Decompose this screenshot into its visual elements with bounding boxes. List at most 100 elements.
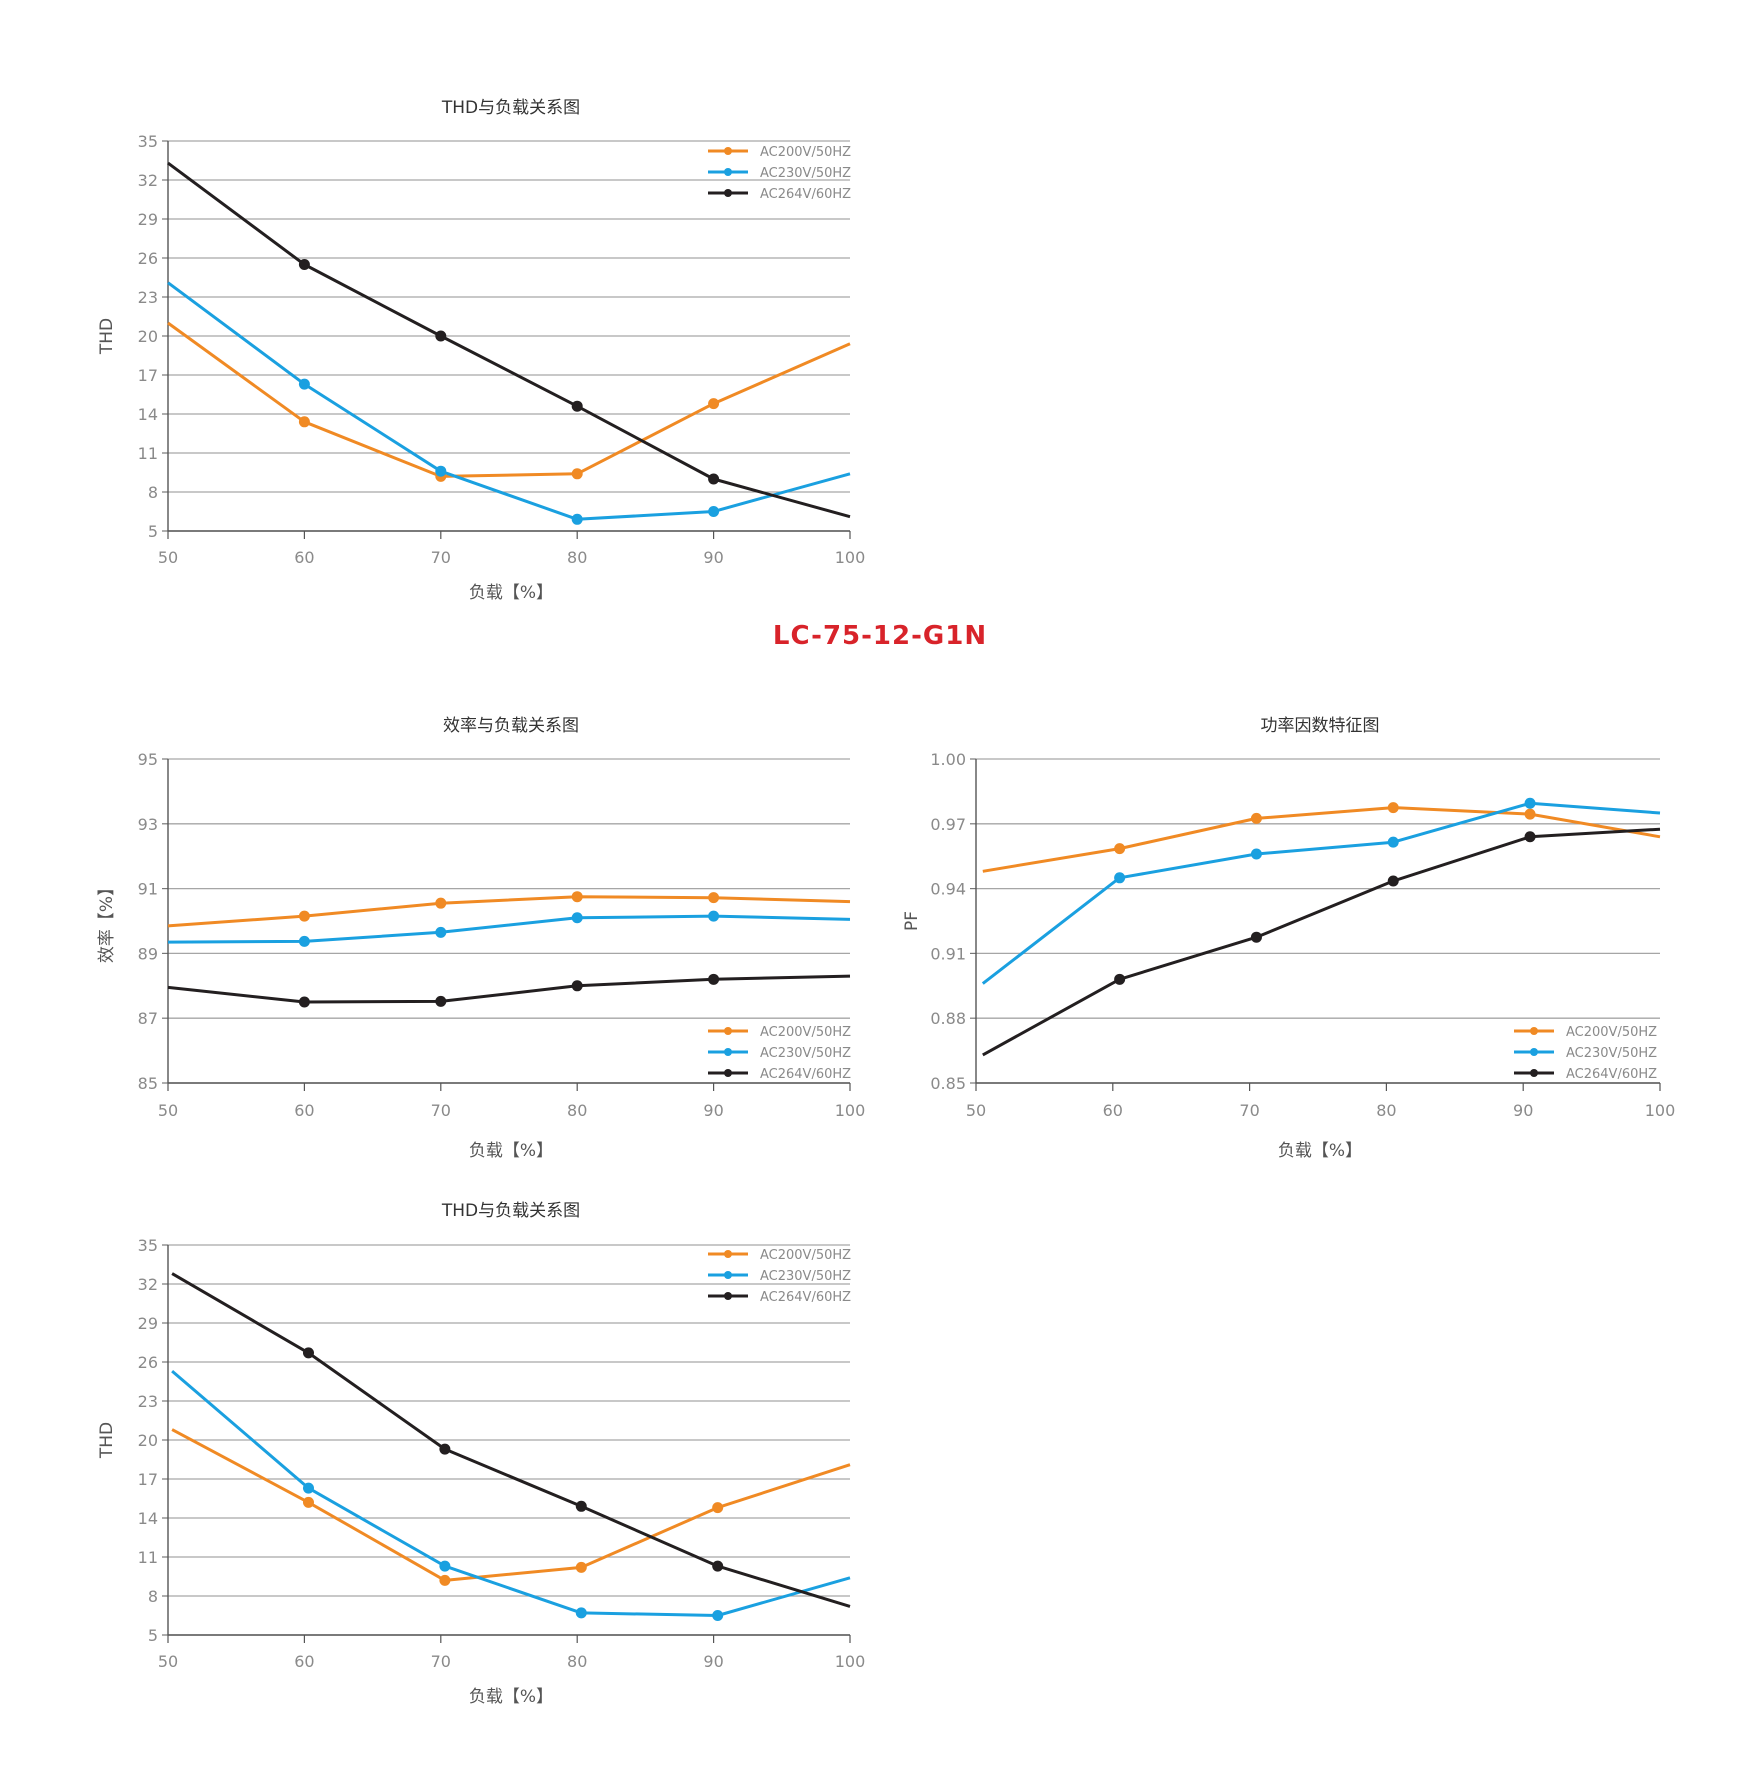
legend: AC200V/50HZ AC230V/50HZ AC264V/60HZ — [708, 145, 851, 202]
y-tick-label: 95 — [138, 750, 158, 769]
x-tick-label: 70 — [431, 1652, 451, 1671]
data-point — [1114, 843, 1126, 855]
data-point — [708, 910, 720, 922]
y-tick-label: 35 — [138, 132, 158, 151]
data-point — [302, 1347, 314, 1359]
y-axis-label: 效率【%】 — [97, 879, 117, 963]
x-tick-label: 100 — [835, 1101, 866, 1120]
data-point — [302, 1496, 314, 1508]
x-tick-label: 60 — [294, 1101, 314, 1120]
chart-title: 功率因数特征图 — [1261, 716, 1380, 736]
x-tick-label: 90 — [1513, 1101, 1533, 1120]
chart-power-factor: 功率因数特征图 0.85 0.88 0.91 0.94 0.97 1.00 50 60 70 80 9… — [902, 716, 1675, 1161]
series-line-AC264V/60HZ — [167, 974, 851, 1004]
data-point — [1250, 848, 1262, 860]
y-tick-label: 20 — [138, 1431, 158, 1450]
legend: AC200V/50HZ AC230V/50HZ AC264V/60HZ — [708, 1025, 851, 1082]
series-line-AC264V/60HZ — [982, 827, 1661, 1057]
x-tick-label: 50 — [158, 548, 178, 567]
legend-marker — [724, 1069, 732, 1077]
x-axis-label: 负载【%】 — [1278, 1141, 1362, 1161]
data-point — [435, 995, 447, 1007]
x-tick-label: 60 — [294, 1652, 314, 1671]
legend-entry: AC200V/50HZ — [760, 1025, 851, 1040]
series-line-AC230V/50HZ — [171, 1369, 851, 1617]
data-point — [708, 973, 720, 985]
x-tick-label: 90 — [703, 1652, 723, 1671]
y-tick-label: 26 — [138, 1353, 158, 1372]
x-tick-label: 80 — [567, 1652, 587, 1671]
x-tick-label: 50 — [966, 1101, 986, 1120]
legend-entry: AC230V/50HZ — [760, 1269, 851, 1284]
data-point — [1524, 797, 1536, 809]
chart-title: THD与负载关系图 — [441, 1201, 580, 1221]
y-tick-label: 85 — [138, 1074, 158, 1093]
legend-marker — [724, 147, 732, 155]
chart-efficiency: 效率与负载关系图 85 87 89 91 93 95 50 60 70 80 90 100 负载【%】 效率… — [97, 716, 865, 1161]
data-point — [435, 465, 447, 477]
y-tick-label: 26 — [138, 249, 158, 268]
y-tick-label: 14 — [138, 1509, 158, 1528]
data-point — [712, 1610, 724, 1621]
data-point — [571, 912, 583, 924]
data-point — [571, 400, 583, 412]
data-point — [1387, 802, 1399, 814]
legend: AC200V/50HZ AC230V/50HZ AC264V/60HZ — [708, 1248, 851, 1305]
chart-title: THD与负载关系图 — [441, 98, 580, 118]
data-point — [712, 1502, 724, 1514]
y-tick-label: 5 — [148, 522, 158, 541]
y-tick-label: 8 — [148, 1587, 158, 1606]
x-axis-label: 负载【%】 — [469, 583, 553, 603]
x-tick-label: 70 — [431, 548, 451, 567]
legend-entry: AC264V/60HZ — [760, 1067, 851, 1082]
legend-marker — [724, 1027, 732, 1035]
y-tick-label: 29 — [138, 1314, 158, 1333]
data-point — [439, 1574, 451, 1586]
y-tick-label: 89 — [138, 944, 158, 963]
data-point — [1114, 872, 1126, 884]
legend-marker — [724, 1048, 732, 1056]
data-point — [575, 1607, 587, 1619]
x-tick-label: 100 — [835, 1652, 866, 1671]
y-tick-label: 11 — [138, 1548, 158, 1567]
data-point — [1387, 836, 1399, 848]
data-point — [435, 926, 447, 938]
x-tick-label: 60 — [294, 548, 314, 567]
legend-entry: AC264V/60HZ — [760, 1290, 851, 1305]
data-point — [302, 1482, 314, 1494]
y-tick-label: 5 — [148, 1626, 158, 1645]
chart-thd-bottom: THD与负载关系图 5 8 11 14 17 20 23 26 29 32 35 50 60 70 80 90 1… — [97, 1201, 865, 1707]
y-tick-label: 32 — [138, 171, 158, 190]
data-point — [1250, 812, 1262, 824]
legend-entry: AC200V/50HZ — [760, 1248, 851, 1263]
series-line-AC230V/50HZ — [981, 801, 1661, 985]
legend-entry: AC264V/60HZ — [1566, 1067, 1657, 1082]
x-tick-label: 100 — [835, 548, 866, 567]
legend-marker — [1530, 1048, 1538, 1056]
y-tick-label: 93 — [138, 815, 158, 834]
y-tick-label: 1.00 — [930, 750, 966, 769]
series-line-AC200V/50HZ — [982, 806, 1661, 873]
series-line-AC264V/60HZ — [171, 1272, 851, 1608]
x-tick-label: 80 — [1376, 1101, 1396, 1120]
legend-marker — [1530, 1069, 1538, 1077]
data-point — [712, 1560, 724, 1572]
series-line-AC230V/50HZ — [167, 914, 851, 944]
legend-entry: AC230V/50HZ — [760, 166, 851, 181]
legend-marker — [724, 1271, 732, 1279]
data-point — [298, 378, 310, 390]
data-point — [571, 891, 583, 903]
x-tick-label: 90 — [703, 548, 723, 567]
legend-marker — [724, 1292, 732, 1300]
data-point — [571, 468, 583, 480]
data-point — [1524, 831, 1536, 843]
legend-marker — [724, 168, 732, 176]
chart-title: 效率与负载关系图 — [443, 716, 579, 736]
series-line-AC264V/60HZ — [167, 161, 851, 519]
data-point — [435, 897, 447, 909]
series-line-AC230V/50HZ — [167, 281, 851, 521]
data-point — [1524, 808, 1536, 820]
data-point — [439, 1443, 451, 1455]
x-axis-label: 负载【%】 — [469, 1687, 553, 1707]
